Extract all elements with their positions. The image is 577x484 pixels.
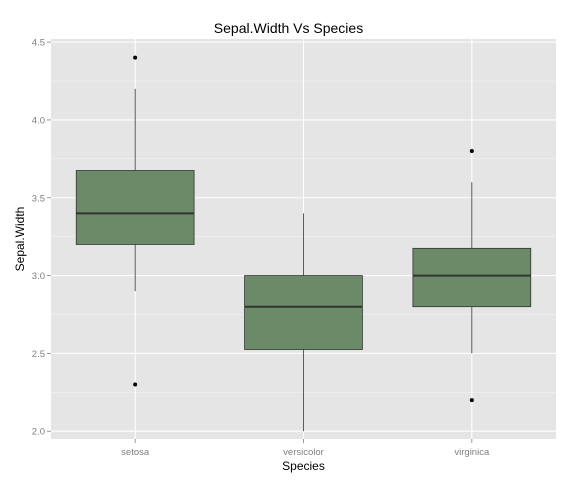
y-tick-label: 2.0 (32, 427, 45, 438)
outlier-point (469, 398, 474, 403)
x-tick-label: setosa (121, 447, 150, 458)
y-axis-title: Sepal.Width (13, 207, 27, 272)
outlier-point (133, 382, 138, 387)
box-setosa (75, 55, 195, 387)
x-tick-label: virginica (454, 447, 490, 458)
outlier-point (133, 55, 138, 60)
outlier-point (469, 149, 474, 154)
box-series (75, 55, 532, 432)
y-tick-label: 4.5 (32, 38, 45, 49)
x-axis: setosa versicolor virginica (121, 439, 490, 458)
box-body (412, 247, 532, 308)
y-tick-label: 3.5 (32, 193, 45, 204)
y-tick-label: 2.5 (32, 349, 45, 360)
box-body (75, 170, 195, 245)
x-axis-title: Species (282, 459, 325, 473)
box-virginica (412, 149, 532, 403)
box-versicolor (244, 213, 363, 432)
y-tick-label: 3.0 (32, 271, 45, 282)
box-body (244, 275, 363, 350)
y-axis: 2.0 2.5 3.0 3.5 4.0 4.5 (32, 38, 51, 438)
chart-title: Sepal.Width Vs Species (213, 20, 364, 36)
x-tick-label: versicolor (283, 447, 324, 458)
y-tick-label: 4.0 (32, 115, 45, 126)
